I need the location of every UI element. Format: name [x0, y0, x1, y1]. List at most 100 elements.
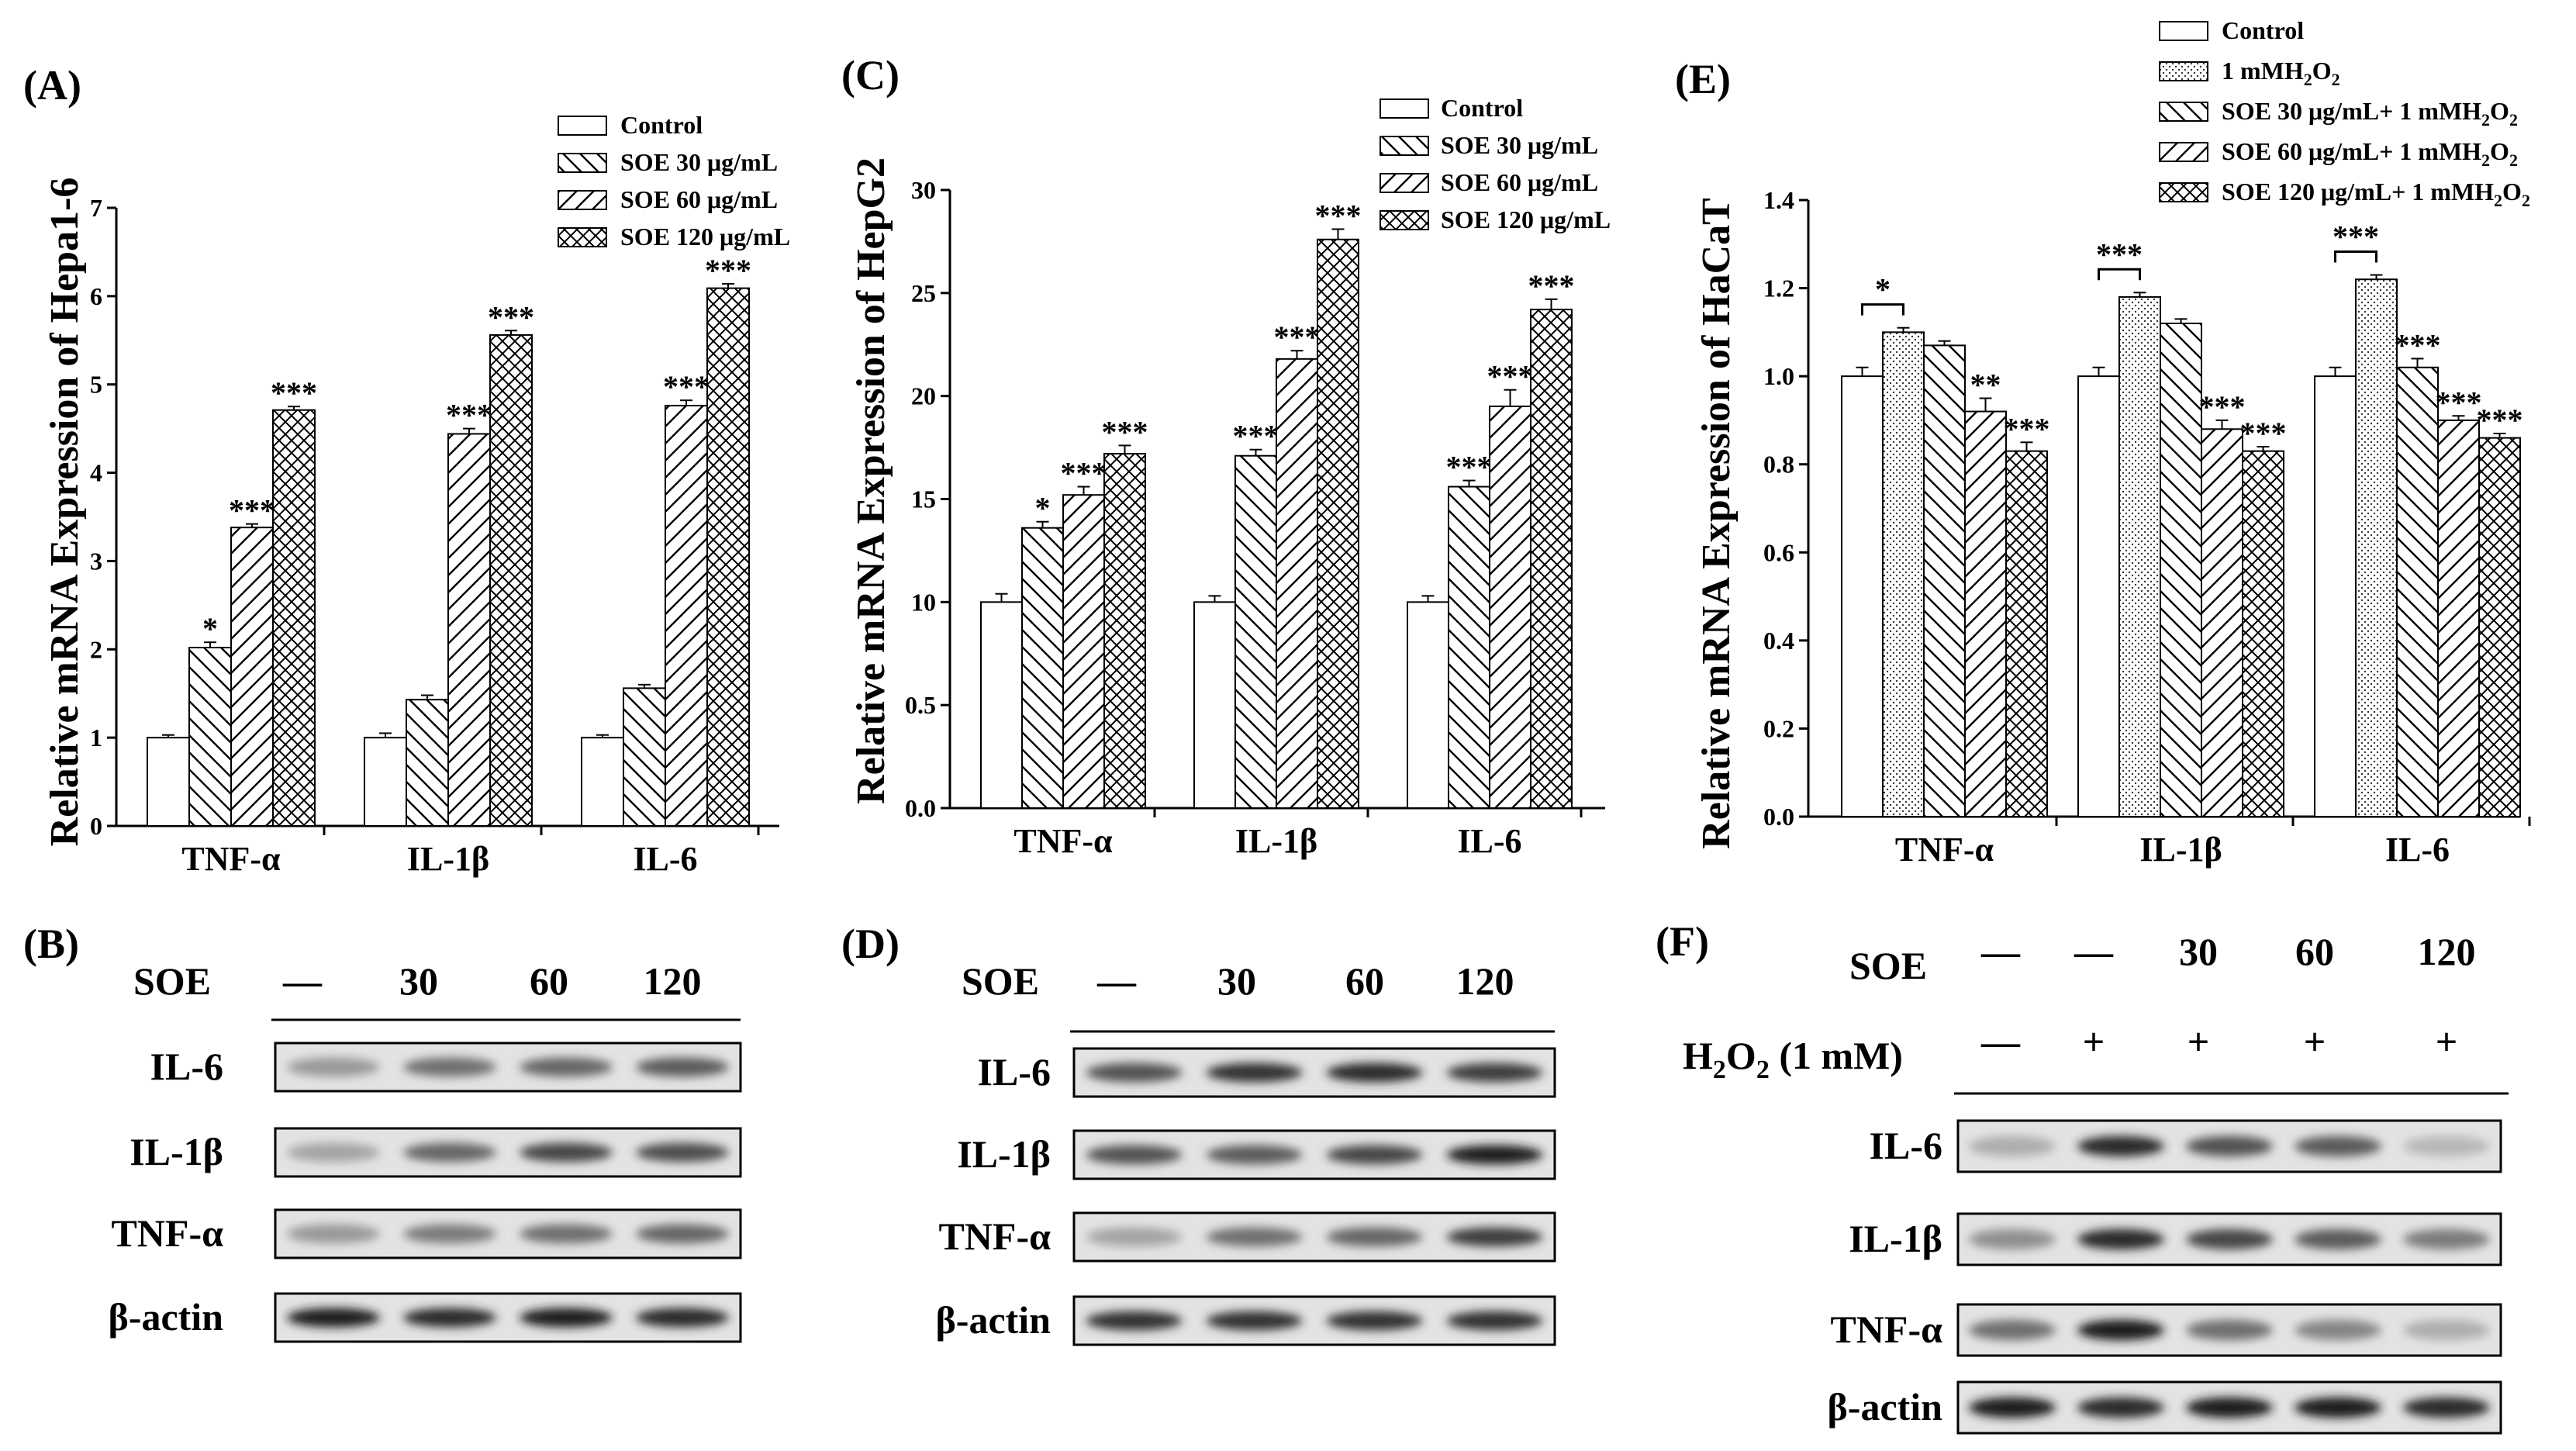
bar: [623, 687, 666, 827]
significance-label: ***: [1315, 198, 1362, 233]
legend-swatch-soe120: [1380, 210, 1429, 230]
blot-band: [2295, 1135, 2381, 1157]
bar: [581, 737, 624, 827]
y-tick-label: 10: [911, 588, 936, 616]
blot-band: [520, 1224, 613, 1244]
panel-label-a: (A): [23, 62, 81, 109]
bar: [406, 699, 449, 827]
bar: [2355, 278, 2398, 817]
blot-band: [403, 1308, 496, 1328]
y-tick-label: 0.8: [1763, 451, 1794, 478]
significance-label: ***: [1487, 359, 1534, 394]
blot-band: [636, 1308, 729, 1328]
panel-label-c: (C): [841, 52, 900, 98]
bar: [2077, 375, 2120, 817]
bar: [1448, 485, 1490, 809]
blot-band: [1206, 1227, 1303, 1247]
lane-label: 30: [2179, 930, 2218, 973]
significance-label: *: [202, 611, 218, 646]
significance-label: ***: [271, 375, 317, 410]
x-tick-label: IL-1β: [407, 840, 489, 878]
blot-band: [1086, 1311, 1183, 1331]
significance-label: ***: [1061, 456, 1107, 491]
significance-label: ***: [2004, 411, 2050, 446]
blot-band: [1446, 1311, 1543, 1331]
bar: [1021, 527, 1064, 810]
y-tick-label: 1.0: [1763, 362, 1794, 390]
y-tick-label: 0: [90, 812, 102, 840]
y-axis-label: Relative mRNA Expression of HepG2: [849, 157, 893, 804]
legend-label-soe120: SOE 120 μg/mL: [620, 223, 790, 250]
blot-band: [636, 1142, 729, 1163]
bar: [2242, 450, 2284, 818]
blot-band: [636, 1224, 729, 1244]
blot-band: [2295, 1397, 2381, 1418]
bar: [1489, 405, 1531, 809]
blot-band: [1326, 1227, 1423, 1247]
significance-label: ***: [229, 493, 275, 528]
blot-row-label: TNF-α: [111, 1211, 223, 1255]
blot-row-label: TNF-α: [938, 1214, 1051, 1258]
bar: [230, 527, 274, 827]
lane-labels: — — 30 60 120 — + + + +: [1980, 930, 2476, 1063]
bar: [2437, 419, 2480, 818]
legend-swatch-h2o2: [2159, 61, 2208, 81]
significance-label: ***: [705, 253, 751, 288]
significance-bracket: [2334, 250, 2377, 263]
legend-swatch-soe60: [558, 190, 607, 210]
y-tick-label: 0.0: [905, 794, 936, 822]
bar: [1193, 601, 1236, 809]
legend-swatch-soe30: [2159, 102, 2208, 122]
blot-band: [1206, 1145, 1303, 1165]
blot-band: [403, 1224, 496, 1244]
significance-label: ***: [1274, 320, 1321, 354]
lane-label: +: [2304, 1020, 2326, 1063]
plot-area: 0.00.51015202530TNF-α*******IL-1β*******…: [905, 176, 1605, 860]
blot-band: [2077, 1228, 2164, 1250]
blot-row-label: IL-6: [978, 1050, 1051, 1093]
blot-rows: IL-6 IL-1β TNF-α β-actin: [108, 1042, 742, 1343]
blot-band: [2186, 1228, 2273, 1250]
blot-band: [1446, 1145, 1543, 1165]
legend-label-soe30: SOE 30 μg/mL+ 1 mMH2O2: [2222, 97, 2518, 130]
bar: [364, 737, 407, 827]
legend-label-soe30: SOE 30 μg/mL: [1441, 131, 1598, 159]
y-tick-label: 20: [911, 382, 936, 410]
lane-labels: — 30 60 120: [1096, 959, 1514, 1003]
bar: [980, 601, 1023, 809]
bar: [1234, 454, 1277, 810]
lane-label: 60: [2295, 930, 2334, 973]
plot-area: 01234567TNF-α*******IL-1β******IL-6*****…: [90, 194, 779, 878]
blot-band: [520, 1057, 613, 1077]
lane-label: —: [1980, 1020, 2021, 1063]
bar: [489, 333, 533, 827]
blot-rows: IL-6 IL-1β TNF-α β-actin: [1827, 1119, 2502, 1435]
blot-band: [287, 1057, 380, 1077]
blot-band: [287, 1142, 380, 1163]
y-tick-label: 30: [911, 176, 936, 204]
bar: [1276, 358, 1318, 809]
bar: [1062, 494, 1105, 809]
lane-label: 60: [530, 959, 568, 1003]
blot-band: [287, 1308, 380, 1328]
blot-row-label: β-actin: [1827, 1385, 1942, 1429]
lane-label: 30: [399, 959, 438, 1003]
legend-swatch-soe30: [558, 153, 607, 173]
y-tick-label: 25: [911, 279, 936, 307]
y-tick-label: 3: [90, 547, 102, 575]
blot-header-soe: SOE: [962, 959, 1039, 1003]
y-tick-label: 4: [90, 459, 102, 487]
blot-band: [1086, 1062, 1183, 1083]
bar: [2201, 428, 2243, 817]
y-tick-label: 6: [90, 282, 102, 310]
significance-label: *: [1875, 272, 1891, 307]
lane-label: —: [2074, 930, 2114, 973]
legend-label-soe60: SOE 60 μg/mL: [1441, 168, 1598, 196]
chart-hepa1-6: (A) Relative mRNA Expression of Hepa1-6 …: [23, 62, 790, 878]
legend-swatch-soe30: [1380, 136, 1429, 156]
bar: [1317, 238, 1359, 809]
blot-band: [1446, 1062, 1543, 1083]
significance-label: ***: [2395, 327, 2441, 362]
legend-swatch-soe60: [2159, 142, 2208, 162]
blot-header-soe: SOE: [1849, 944, 1927, 987]
